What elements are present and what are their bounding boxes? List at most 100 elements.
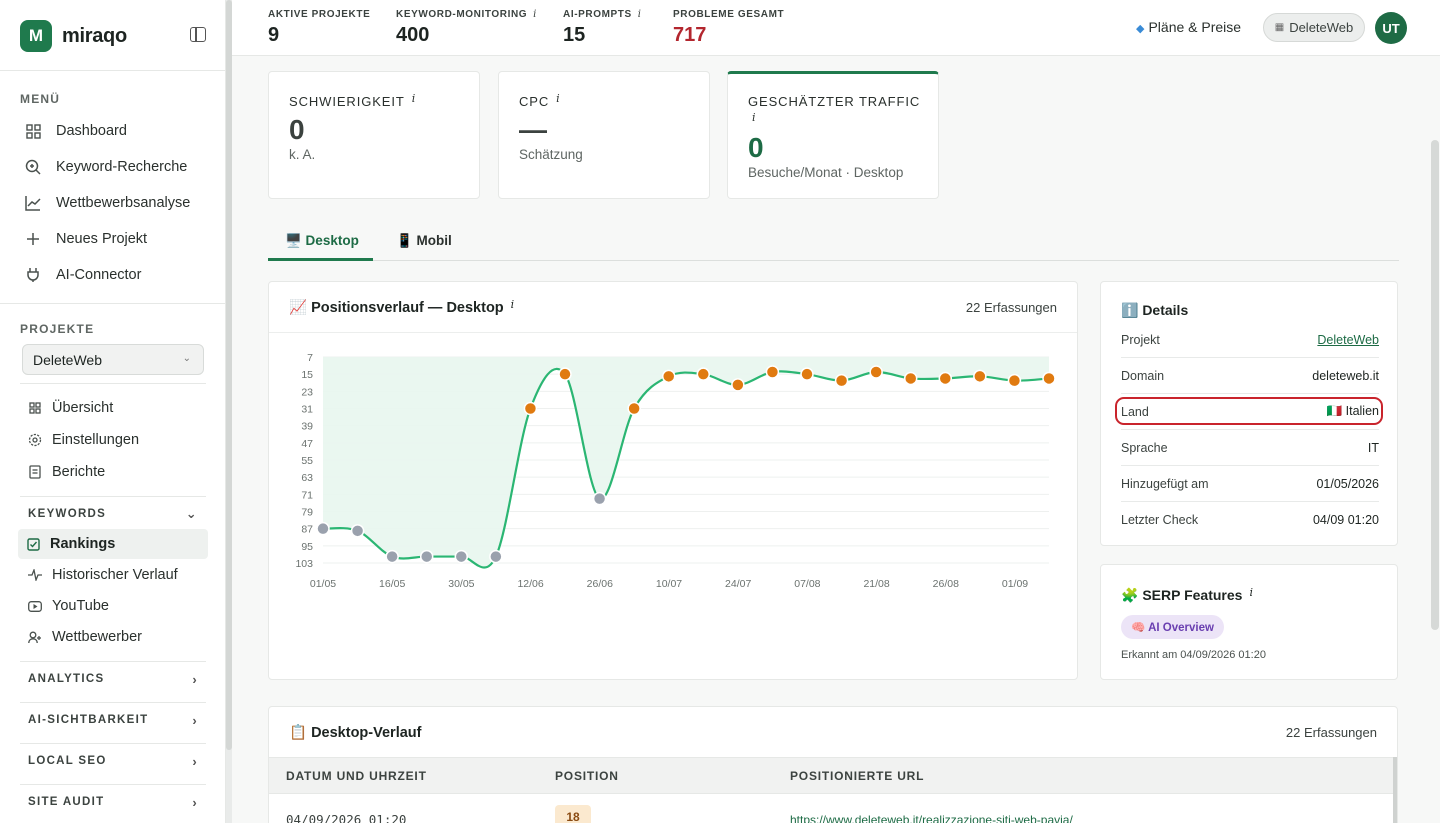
chevron-right-icon: ›	[192, 753, 198, 769]
y-tick-label: 103	[295, 558, 313, 570]
detail-row-added: Hinzugefügt am 01/05/2026	[1121, 466, 1379, 502]
chevron-down-icon: ⌄	[182, 353, 191, 364]
x-tick-label: 26/08	[933, 578, 959, 590]
tab-desktop[interactable]: 🖥️ Desktop	[285, 233, 359, 248]
chart-point[interactable]	[1007, 373, 1022, 388]
sidebar-collapse-icon[interactable]	[190, 27, 206, 42]
chart-line-icon	[24, 194, 42, 212]
column-header-url[interactable]: POSITIONIERTE URL	[790, 769, 925, 783]
detail-value: IT	[1367, 440, 1379, 455]
chart-area-fill	[323, 357, 1049, 568]
chart-point[interactable]	[489, 549, 503, 564]
sidebar-item-rankings[interactable]: Rankings	[18, 529, 208, 559]
sidebar-item-new-project[interactable]: Neues Projekt	[20, 224, 210, 254]
y-tick-label: 31	[301, 404, 313, 416]
sidebar-item-ai-connector[interactable]: AI-Connector	[20, 260, 210, 290]
project-select-value: DeleteWeb	[33, 351, 103, 368]
sidebar-item-youtube[interactable]: YouTube	[20, 591, 210, 621]
chart-point[interactable]	[661, 369, 676, 384]
chart-point[interactable]	[800, 367, 814, 381]
chart-point[interactable]	[765, 365, 780, 379]
column-header-date[interactable]: DATUM UND UHRZEIT	[286, 769, 427, 783]
chart-points	[316, 365, 1056, 564]
y-tick-label: 39	[301, 421, 313, 433]
chart-point[interactable]	[385, 549, 399, 564]
metric-card-difficulty: SCHWIERIGKEIT i 0 k. A.	[268, 71, 480, 199]
chart-point[interactable]	[558, 367, 572, 381]
project-pill[interactable]: ▦ DeleteWeb	[1263, 13, 1365, 42]
sidebar-item-competitors[interactable]: Wettbewerber	[20, 622, 210, 652]
chart-point[interactable]	[316, 521, 330, 536]
y-tick-label: 7	[307, 352, 313, 364]
gear-icon	[28, 433, 42, 447]
metric-title: GESCHÄTZTER TRAFFIC i	[748, 94, 921, 124]
x-tick-label: 16/05	[379, 578, 405, 590]
sidebar-scrollbar[interactable]	[226, 0, 232, 823]
group-label: ANALYTICS	[28, 673, 105, 685]
divider	[20, 496, 206, 497]
position-chart[interactable]: 7 15 23 31 39 47 55 63 71 79 87 95 103 01/05 16/05 30/…	[269, 337, 1077, 677]
x-tick-label: 26/06	[587, 578, 613, 590]
chart-point[interactable]	[834, 373, 849, 388]
group-keywords[interactable]: KEYWORDS ⌄	[20, 499, 210, 529]
chart-point[interactable]	[592, 491, 607, 506]
brand-logo[interactable]: M miraqo	[20, 19, 210, 53]
stat-label: PROBLEME GESAMT	[673, 9, 785, 20]
history-count: 22 Erfassungen	[1285, 725, 1377, 740]
chevron-down-icon: ⌄	[185, 506, 198, 521]
stat-keyword-monitoring: KEYWORD-MONITORING i 400	[396, 9, 537, 47]
group-local-seo[interactable]: LOCAL SEO ›	[20, 746, 210, 776]
sidebar-item-keyword-research[interactable]: Keyword-Recherche	[20, 152, 210, 182]
ai-overview-badge: 🧠 AI Overview	[1121, 615, 1224, 639]
detail-value: 04/09 01:20	[1312, 513, 1379, 527]
detail-row-domain: Domain deleteweb.it	[1121, 358, 1379, 394]
document-icon	[28, 465, 42, 479]
sidebar-item-overview[interactable]: Übersicht	[20, 393, 210, 423]
scrollbar-thumb[interactable]	[226, 0, 232, 750]
group-ai-visibility[interactable]: AI-SICHTBARKEIT ›	[20, 705, 210, 735]
info-icon[interactable]: i	[637, 9, 642, 20]
row-url-link[interactable]: https://www.deleteweb.it/realizzazione-s…	[790, 813, 1073, 823]
tab-mobile[interactable]: 📱 Mobil	[396, 233, 452, 248]
page-scrollbar[interactable]	[1431, 140, 1439, 630]
chart-point[interactable]	[938, 371, 953, 386]
stat-total-problems[interactable]: PROBLEME GESAMT 717	[673, 9, 784, 47]
info-icon[interactable]: i	[533, 9, 537, 20]
group-site-audit[interactable]: SITE AUDIT ›	[20, 787, 210, 817]
chart-point[interactable]	[731, 378, 745, 392]
chart-point[interactable]	[869, 365, 883, 379]
chart-point[interactable]	[350, 524, 365, 538]
sidebar-item-competition[interactable]: Wettbewerbsanalyse	[20, 188, 210, 218]
sidebar-item-history[interactable]: Historischer Verlauf	[20, 560, 210, 590]
project-link[interactable]: DeleteWeb	[1317, 332, 1379, 347]
table-scrollbar[interactable]	[1393, 757, 1397, 823]
chart-point[interactable]	[523, 401, 538, 416]
chart-point[interactable]	[419, 549, 434, 564]
sidebar-item-settings[interactable]: Einstellungen	[20, 425, 210, 455]
chart-point[interactable]	[627, 401, 641, 416]
checklist-icon	[26, 537, 40, 551]
group-analytics[interactable]: ANALYTICS ›	[20, 664, 210, 694]
detail-key: Hinzugefügt am	[1121, 476, 1209, 491]
sidebar-item-reports[interactable]: Berichte	[20, 457, 210, 487]
project-select[interactable]: DeleteWeb ⌄	[22, 344, 204, 375]
info-icon[interactable]: i	[510, 298, 515, 311]
info-icon[interactable]: i	[1249, 586, 1253, 599]
avatar[interactable]: UT	[1375, 12, 1407, 44]
y-tick-label: 47	[301, 438, 313, 450]
chart-point[interactable]	[696, 367, 711, 381]
info-icon[interactable]: i	[411, 92, 417, 105]
chart-point[interactable]	[973, 369, 987, 384]
chart-point[interactable]	[454, 549, 469, 564]
info-icon[interactable]: i	[556, 92, 561, 105]
plans-pricing-link[interactable]: ◆ Pläne & Preise	[1136, 19, 1241, 35]
project-pill-label: DeleteWeb	[1289, 20, 1354, 35]
info-icon[interactable]: i	[752, 111, 757, 124]
history-title: 📋 Desktop-Verlauf	[289, 725, 422, 741]
sidebar-item-dashboard[interactable]: Dashboard	[20, 116, 210, 146]
chart-point[interactable]	[903, 371, 918, 386]
stat-value: 9	[268, 24, 280, 46]
chart-point[interactable]	[1042, 371, 1056, 386]
sidebar-item-label: Dashboard	[56, 123, 127, 139]
column-header-position[interactable]: POSITION	[555, 769, 619, 783]
